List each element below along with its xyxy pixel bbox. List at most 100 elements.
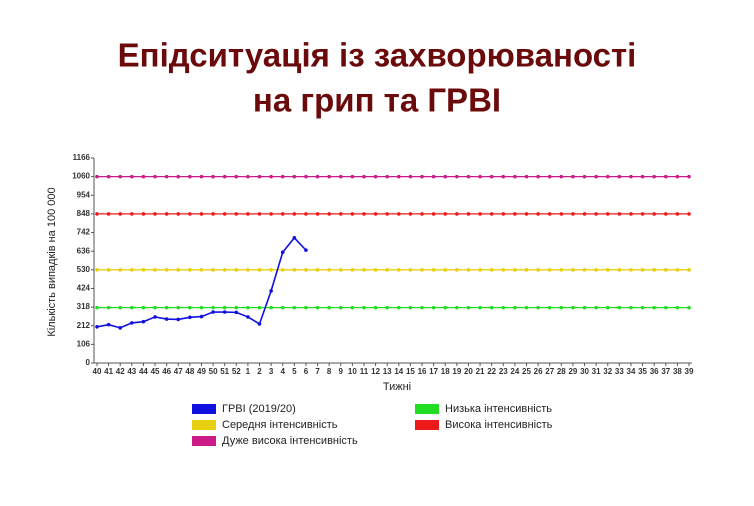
marker: [559, 174, 564, 179]
marker: [513, 268, 517, 272]
marker: [199, 174, 204, 179]
marker: [222, 310, 227, 314]
marker: [338, 305, 343, 310]
marker: [663, 305, 668, 310]
marker: [269, 268, 273, 272]
marker: [211, 212, 215, 216]
marker: [292, 236, 297, 240]
x-tick-label: 9: [339, 367, 344, 376]
x-tick-label: 38: [673, 367, 682, 376]
y-tick-label: 848: [77, 209, 91, 218]
x-tick-label: 46: [162, 367, 171, 376]
marker: [234, 174, 239, 179]
marker: [373, 174, 378, 179]
marker: [513, 174, 517, 179]
marker: [640, 174, 645, 179]
x-tick-label: 11: [360, 367, 369, 376]
marker: [466, 212, 471, 216]
marker: [153, 305, 157, 310]
marker: [269, 305, 273, 310]
marker: [234, 268, 239, 272]
x-tick-label: 26: [534, 367, 543, 376]
marker: [385, 268, 389, 272]
marker: [489, 268, 494, 272]
marker: [571, 174, 575, 179]
y-tick-label: 1060: [72, 172, 90, 181]
marker: [257, 322, 262, 326]
marker: [141, 268, 146, 272]
legend-label: Низька інтенсивність: [445, 403, 552, 415]
marker: [188, 315, 192, 320]
x-tick-label: 4: [280, 367, 285, 376]
marker: [269, 174, 273, 179]
marker: [106, 268, 111, 272]
marker: [455, 174, 459, 179]
marker: [327, 268, 331, 272]
marker: [164, 305, 169, 310]
y-tick-label: 530: [77, 265, 91, 274]
marker: [257, 212, 262, 216]
marker: [385, 174, 389, 179]
marker: [362, 212, 366, 216]
marker: [431, 305, 436, 310]
marker: [675, 305, 680, 310]
marker: [315, 212, 320, 216]
marker: [130, 212, 134, 216]
marker: [536, 174, 540, 179]
y-tick-label: 742: [77, 228, 91, 237]
marker: [501, 268, 506, 272]
marker: [373, 268, 378, 272]
marker: [466, 174, 471, 179]
marker: [338, 212, 343, 216]
marker: [675, 174, 680, 179]
marker: [594, 174, 598, 179]
marker: [95, 324, 99, 329]
legend-swatch: [192, 436, 216, 446]
x-tick-label: 1: [246, 367, 251, 376]
chart-title: Епідситуація із захворюваності: [118, 37, 637, 74]
marker: [455, 212, 459, 216]
marker: [234, 212, 239, 216]
marker: [524, 305, 529, 310]
marker: [246, 315, 250, 319]
marker: [292, 305, 297, 310]
marker: [582, 268, 587, 272]
marker: [327, 212, 331, 216]
marker: [617, 305, 622, 310]
marker: [153, 174, 157, 179]
marker: [605, 268, 610, 272]
marker: [176, 212, 181, 216]
marker: [176, 268, 181, 272]
marker: [559, 305, 564, 310]
marker: [315, 305, 320, 310]
marker: [118, 305, 123, 310]
marker: [675, 268, 680, 272]
marker: [338, 268, 343, 272]
marker: [199, 212, 204, 216]
marker: [397, 174, 401, 179]
marker: [164, 174, 169, 179]
marker: [582, 305, 587, 310]
marker: [408, 174, 413, 179]
marker: [687, 268, 691, 272]
x-tick-label: 17: [429, 367, 438, 376]
marker: [547, 174, 552, 179]
marker: [536, 305, 540, 310]
marker: [106, 212, 111, 216]
marker: [164, 317, 169, 321]
marker: [513, 305, 517, 310]
marker: [408, 305, 413, 310]
marker: [640, 212, 645, 216]
marker: [199, 314, 204, 319]
marker: [211, 268, 215, 272]
marker: [571, 305, 575, 310]
marker: [652, 268, 656, 272]
marker: [547, 268, 552, 272]
marker: [269, 289, 273, 293]
x-tick-label: 8: [327, 367, 332, 376]
x-tick-label: 33: [615, 367, 624, 376]
marker: [153, 268, 157, 272]
marker: [222, 212, 227, 216]
marker: [629, 212, 633, 216]
x-tick-label: 32: [603, 367, 612, 376]
